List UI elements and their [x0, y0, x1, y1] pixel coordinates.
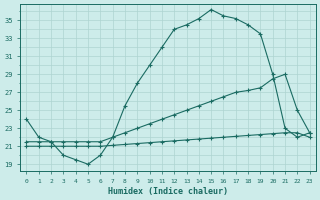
X-axis label: Humidex (Indice chaleur): Humidex (Indice chaleur) [108, 187, 228, 196]
